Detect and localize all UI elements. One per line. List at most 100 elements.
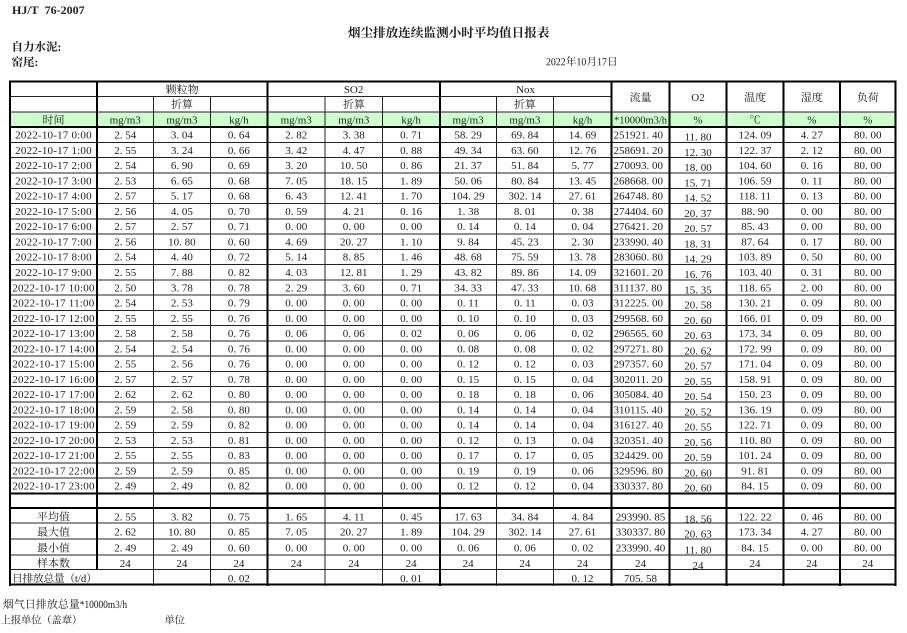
svg-text:24: 24 [120, 558, 132, 570]
svg-text:2022-10-17 21:00: 2022-10-17 21:00 [12, 450, 95, 462]
svg-text:4. 69: 4. 69 [285, 237, 308, 249]
svg-text:0. 14: 0. 14 [457, 404, 480, 416]
svg-text:kg/h: kg/h [573, 115, 593, 127]
svg-text:0. 03: 0. 03 [572, 313, 595, 325]
svg-text:2. 57: 2. 57 [171, 374, 194, 386]
svg-text:0. 14: 0. 14 [514, 404, 537, 416]
svg-text:0. 00: 0. 00 [400, 359, 423, 371]
svg-text:0. 12: 0. 12 [572, 573, 594, 585]
svg-text:0. 00: 0. 00 [285, 221, 308, 233]
svg-text:27. 61: 27. 61 [569, 191, 597, 203]
svg-text:24: 24 [635, 558, 647, 570]
svg-text:0. 14: 0. 14 [514, 221, 537, 233]
svg-text:0. 00: 0. 00 [285, 543, 308, 555]
svg-text:34. 33: 34. 33 [454, 282, 482, 294]
svg-text:0. 04: 0. 04 [572, 221, 595, 233]
svg-text:20. 52: 20. 52 [684, 406, 712, 418]
svg-text:0. 00: 0. 00 [343, 389, 366, 401]
svg-text:0. 00: 0. 00 [343, 465, 366, 477]
svg-text:80. 00: 80. 00 [854, 206, 882, 218]
svg-text:12. 81: 12. 81 [340, 267, 368, 279]
svg-text:0. 00: 0. 00 [400, 465, 423, 477]
svg-text:0. 00: 0. 00 [400, 343, 423, 355]
svg-text:0. 17: 0. 17 [514, 450, 537, 462]
svg-text:7. 88: 7. 88 [171, 267, 194, 279]
svg-text:4. 11: 4. 11 [343, 511, 365, 523]
svg-text:0. 16: 0. 16 [801, 160, 824, 172]
svg-text:80. 00: 80. 00 [854, 543, 882, 555]
svg-text:49. 34: 49. 34 [454, 145, 482, 157]
svg-text:0. 00: 0. 00 [285, 359, 308, 371]
svg-text:330337. 80: 330337. 80 [614, 481, 664, 493]
svg-text:69. 84: 69. 84 [511, 130, 539, 142]
svg-text:0. 06: 0. 06 [457, 328, 480, 340]
svg-text:4. 27: 4. 27 [801, 130, 824, 142]
svg-text:85. 43: 85. 43 [741, 221, 769, 233]
svg-text:2. 55: 2. 55 [114, 145, 137, 157]
svg-text:0. 00: 0. 00 [343, 221, 366, 233]
svg-text:10. 50: 10. 50 [340, 160, 368, 172]
svg-text:0. 59: 0. 59 [285, 206, 308, 218]
svg-text:1. 89: 1. 89 [400, 175, 423, 187]
svg-text:8. 01: 8. 01 [514, 206, 536, 218]
svg-text:SO2: SO2 [344, 84, 364, 96]
svg-text:18. 31: 18. 31 [684, 239, 712, 251]
svg-text:2. 55: 2. 55 [114, 511, 137, 523]
svg-text:0. 05: 0. 05 [572, 450, 595, 462]
svg-text:2. 54: 2. 54 [114, 343, 137, 355]
svg-text:2. 59: 2. 59 [114, 420, 137, 432]
svg-text:2. 12: 2. 12 [801, 145, 823, 157]
svg-text:2. 49: 2. 49 [114, 481, 137, 493]
svg-text:0. 00: 0. 00 [801, 543, 824, 555]
svg-text:80. 00: 80. 00 [854, 481, 882, 493]
svg-text:20. 60: 20. 60 [684, 483, 712, 495]
svg-text:17. 63: 17. 63 [454, 511, 482, 523]
svg-text:0. 04: 0. 04 [572, 404, 595, 416]
svg-text:0. 00: 0. 00 [400, 481, 423, 493]
svg-text:0. 04: 0. 04 [572, 481, 595, 493]
svg-text:2022-10-17 4:00: 2022-10-17 4:00 [15, 191, 92, 203]
svg-text:80. 00: 80. 00 [854, 267, 882, 279]
svg-text:0. 79: 0. 79 [228, 298, 251, 310]
svg-text:5. 17: 5. 17 [171, 191, 194, 203]
svg-text:0. 12: 0. 12 [514, 481, 536, 493]
svg-text:0. 83: 0. 83 [228, 450, 251, 462]
svg-text:130. 21: 130. 21 [739, 298, 772, 310]
svg-text:0. 12: 0. 12 [457, 359, 479, 371]
svg-text:122. 22: 122. 22 [739, 511, 772, 523]
svg-text:2022-10-17 20:00: 2022-10-17 20:00 [12, 435, 95, 447]
svg-text:11. 80: 11. 80 [684, 545, 712, 557]
svg-text:172. 99: 172. 99 [739, 343, 773, 355]
svg-text:0. 80: 0. 80 [228, 404, 251, 416]
svg-text:2. 56: 2. 56 [114, 206, 137, 218]
svg-text:7. 05: 7. 05 [285, 527, 308, 539]
svg-text:80. 00: 80. 00 [854, 221, 882, 233]
svg-text:0. 82: 0. 82 [228, 481, 250, 493]
svg-text:3. 60: 3. 60 [343, 282, 366, 294]
svg-text:329596. 80: 329596. 80 [614, 465, 664, 477]
svg-text:80. 00: 80. 00 [854, 374, 882, 386]
svg-text:0. 76: 0. 76 [228, 313, 251, 325]
svg-text:0. 00: 0. 00 [285, 313, 308, 325]
svg-text:299568. 60: 299568. 60 [614, 313, 664, 325]
svg-text:80. 00: 80. 00 [854, 313, 882, 325]
svg-text:104. 29: 104. 29 [452, 191, 486, 203]
svg-text:297357. 60: 297357. 60 [614, 359, 664, 371]
svg-text:171. 04: 171. 04 [739, 359, 773, 371]
svg-text:0. 00: 0. 00 [285, 481, 308, 493]
svg-text:20. 63: 20. 63 [684, 330, 712, 342]
svg-text:80. 00: 80. 00 [854, 130, 882, 142]
svg-text:0. 09: 0. 09 [801, 389, 824, 401]
svg-text:2. 54: 2. 54 [171, 343, 194, 355]
svg-text:0. 72: 0. 72 [228, 252, 250, 264]
svg-text:Nox: Nox [516, 84, 535, 96]
svg-text:13. 78: 13. 78 [569, 252, 597, 264]
svg-text:10. 80: 10. 80 [168, 237, 196, 249]
svg-text:3. 38: 3. 38 [343, 130, 366, 142]
svg-text:3. 82: 3. 82 [171, 511, 193, 523]
svg-text:4. 47: 4. 47 [343, 145, 366, 157]
svg-text:0. 06: 0. 06 [572, 465, 595, 477]
svg-text:0. 00: 0. 00 [400, 313, 423, 325]
svg-text:20. 54: 20. 54 [684, 391, 712, 403]
svg-text:0. 00: 0. 00 [285, 298, 308, 310]
